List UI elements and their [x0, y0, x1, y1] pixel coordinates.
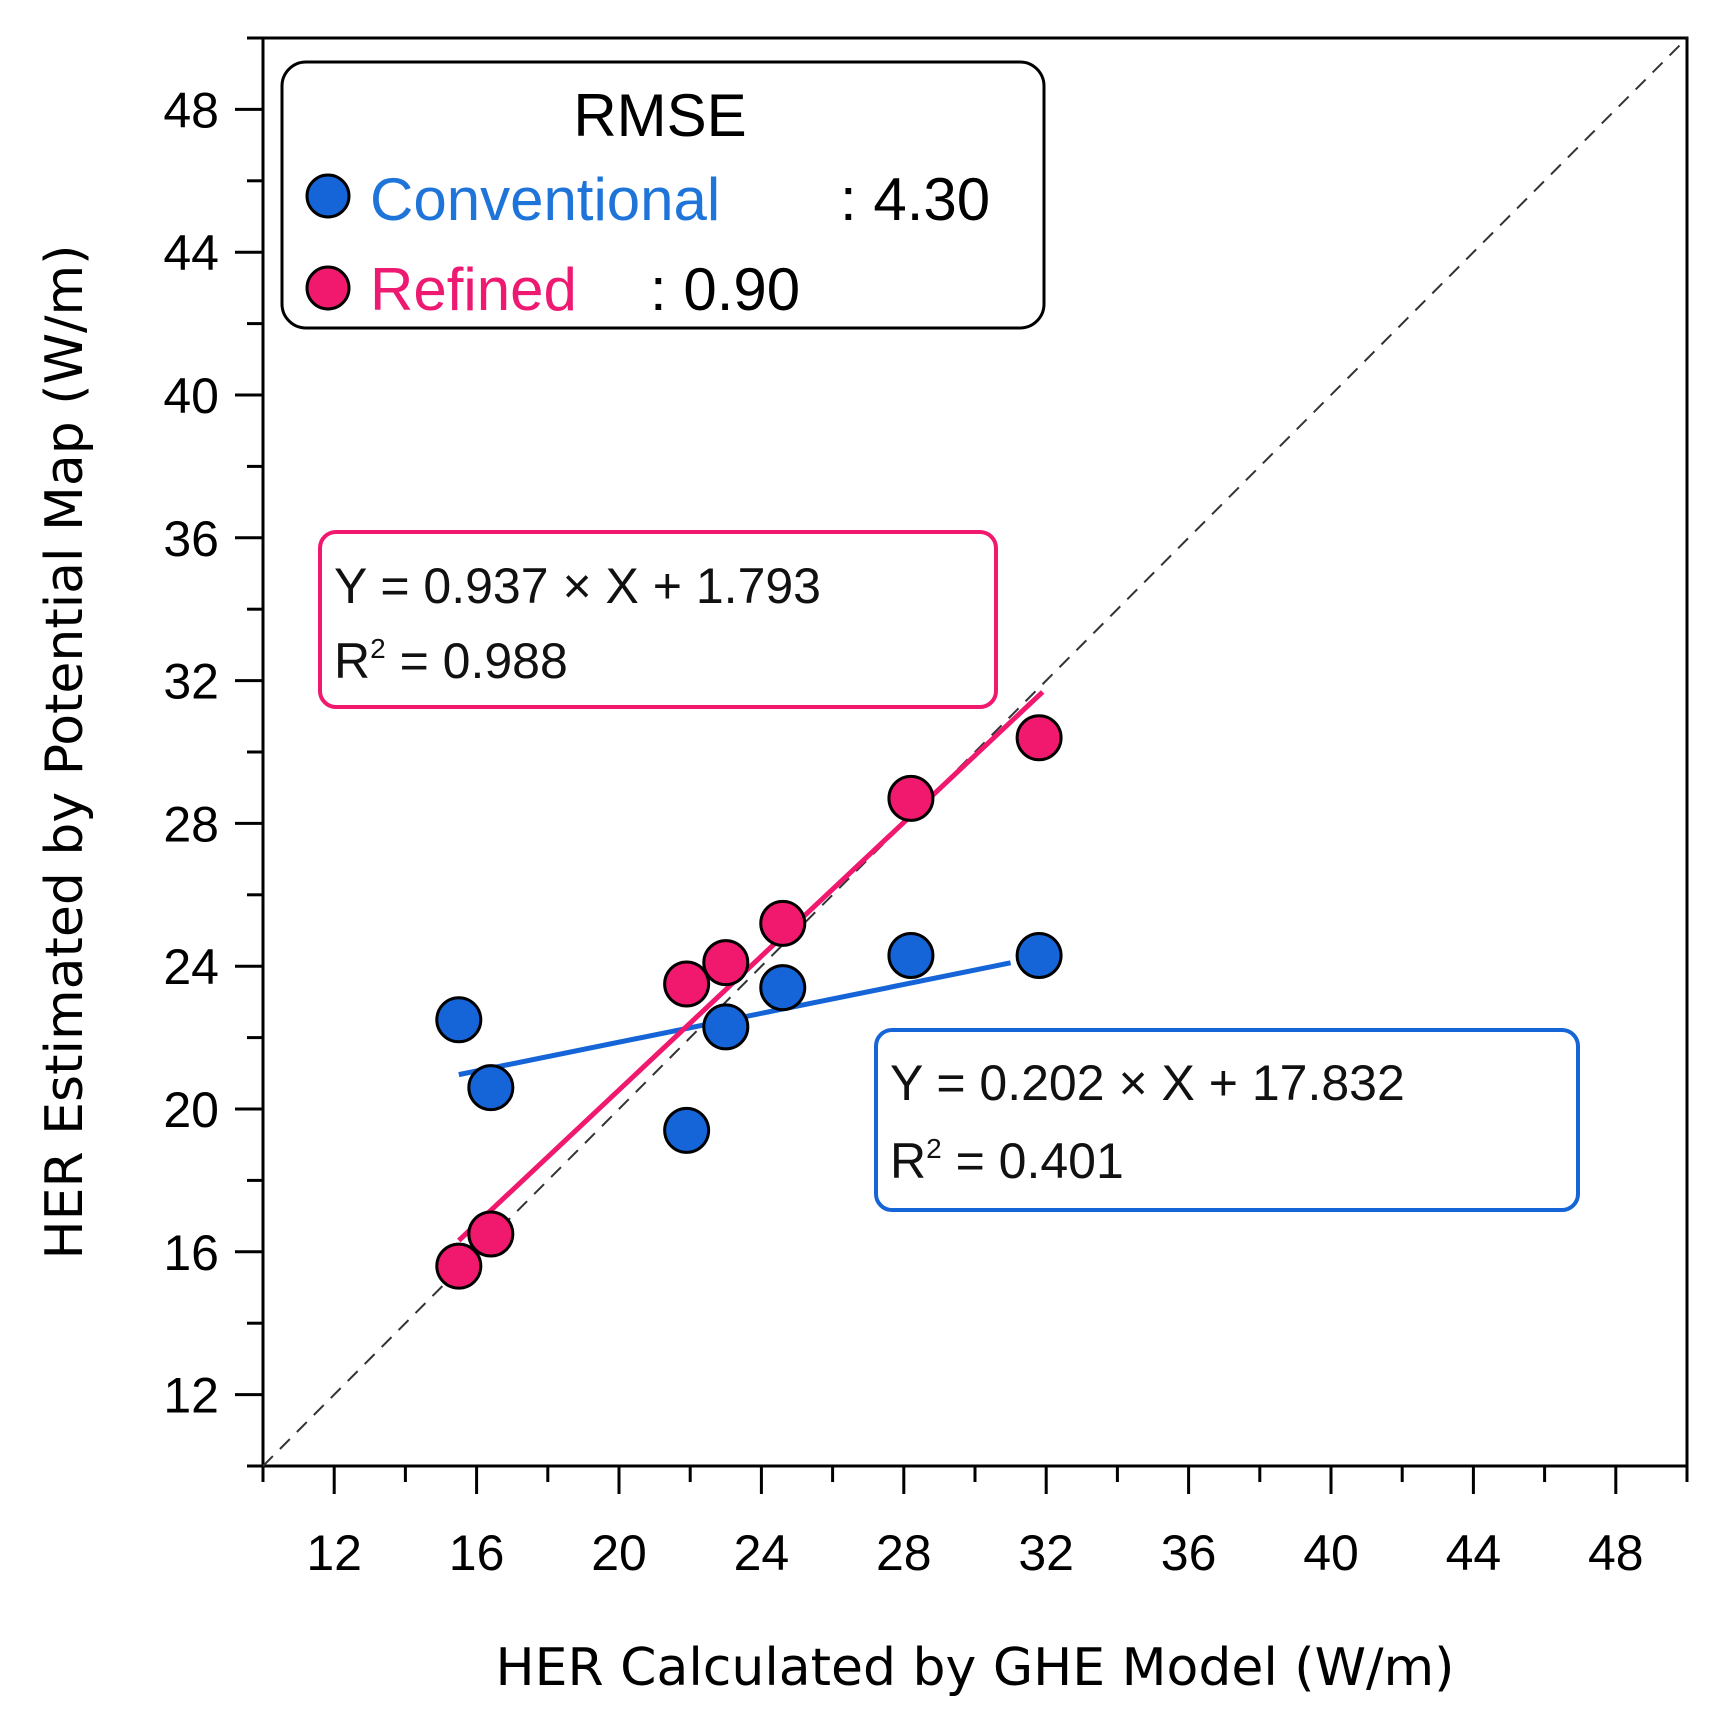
x-tick-label: 44	[1446, 1525, 1502, 1581]
x-tick-label: 48	[1588, 1525, 1644, 1581]
conventional-point	[435, 996, 483, 1044]
conventional-equation: Y = 0.202 × X + 17.832 R2 = 0.401	[874, 1028, 1580, 1212]
conventional-r2-value: = 0.401	[942, 1133, 1124, 1189]
conventional-point	[759, 964, 807, 1012]
y-tick-label: 28	[163, 796, 219, 852]
refined-equation-box	[318, 530, 998, 709]
refined-fit-line	[457, 690, 1045, 1243]
y-tick-label: 20	[163, 1082, 219, 1138]
legend-conventional-label: Conventional	[370, 166, 720, 233]
legend-title: RMSE	[573, 82, 746, 149]
x-tick-label: 36	[1161, 1525, 1217, 1581]
refined-r2-value: = 0.988	[386, 633, 568, 689]
y-tick-label: 32	[163, 654, 219, 710]
conventional-r2-sup: 2	[926, 1133, 942, 1164]
legend-refined-value: : 0.90	[650, 256, 800, 323]
axis-ticks: 12 12 16 16 20 20 24 24 28 28 32 32 36 36 40 40 44 44 48 48	[163, 36, 1689, 1581]
x-tick-label: 40	[1303, 1525, 1359, 1581]
conventional-point	[887, 931, 935, 979]
refined-point	[467, 1210, 515, 1258]
x-tick-label: 16	[449, 1525, 505, 1581]
conventional-point	[467, 1064, 515, 1112]
y-tick-label: 44	[163, 225, 219, 281]
x-tick-label: 12	[306, 1525, 362, 1581]
y-tick-label: 40	[163, 368, 219, 424]
conventional-point	[1015, 931, 1063, 979]
legend: RMSE Conventional : 4.30 Refined : 0.90	[280, 60, 1046, 330]
x-tick-label: 32	[1018, 1525, 1074, 1581]
legend-conventional-value: : 4.30	[840, 166, 990, 233]
conventional-r2-text: R2 = 0.401	[890, 1133, 1124, 1189]
refined-point	[759, 899, 807, 947]
y-tick-label: 16	[163, 1225, 219, 1281]
refined-equation-text: Y = 0.937 × X + 1.793	[334, 558, 821, 614]
data-points	[435, 714, 1063, 1290]
refined-r2-text: R2 = 0.988	[334, 633, 568, 689]
refined-point	[702, 939, 750, 987]
legend-refined-label: Refined	[370, 256, 577, 323]
x-tick-label: 20	[591, 1525, 647, 1581]
y-tick-label: 48	[163, 82, 219, 138]
y-tick-label: 12	[163, 1368, 219, 1424]
conventional-point	[663, 1106, 711, 1154]
refined-r2-prefix: R	[334, 633, 370, 689]
legend-conventional-marker	[305, 173, 351, 219]
conventional-point	[702, 1003, 750, 1051]
refined-equation: Y = 0.937 × X + 1.793 R2 = 0.988	[318, 530, 998, 709]
y-axis-title: HER Estimated by Potential Map (W/m)	[35, 245, 95, 1260]
conventional-equation-box	[874, 1028, 1580, 1212]
legend-box	[280, 60, 1046, 330]
refined-point	[887, 774, 935, 822]
conventional-r2-prefix: R	[890, 1133, 926, 1189]
refined-point	[663, 960, 711, 1008]
legend-refined-marker	[305, 265, 351, 311]
x-tick-label: 28	[876, 1525, 932, 1581]
conventional-equation-text: Y = 0.202 × X + 17.832	[890, 1055, 1405, 1111]
refined-point	[1015, 714, 1063, 762]
refined-point	[435, 1242, 483, 1290]
x-axis-title: HER Calculated by GHE Model (W/m)	[496, 1638, 1455, 1698]
refined-r2-sup: 2	[370, 633, 386, 664]
x-tick-label: 24	[734, 1525, 790, 1581]
y-tick-label: 36	[163, 511, 219, 567]
y-tick-label: 24	[163, 939, 219, 995]
